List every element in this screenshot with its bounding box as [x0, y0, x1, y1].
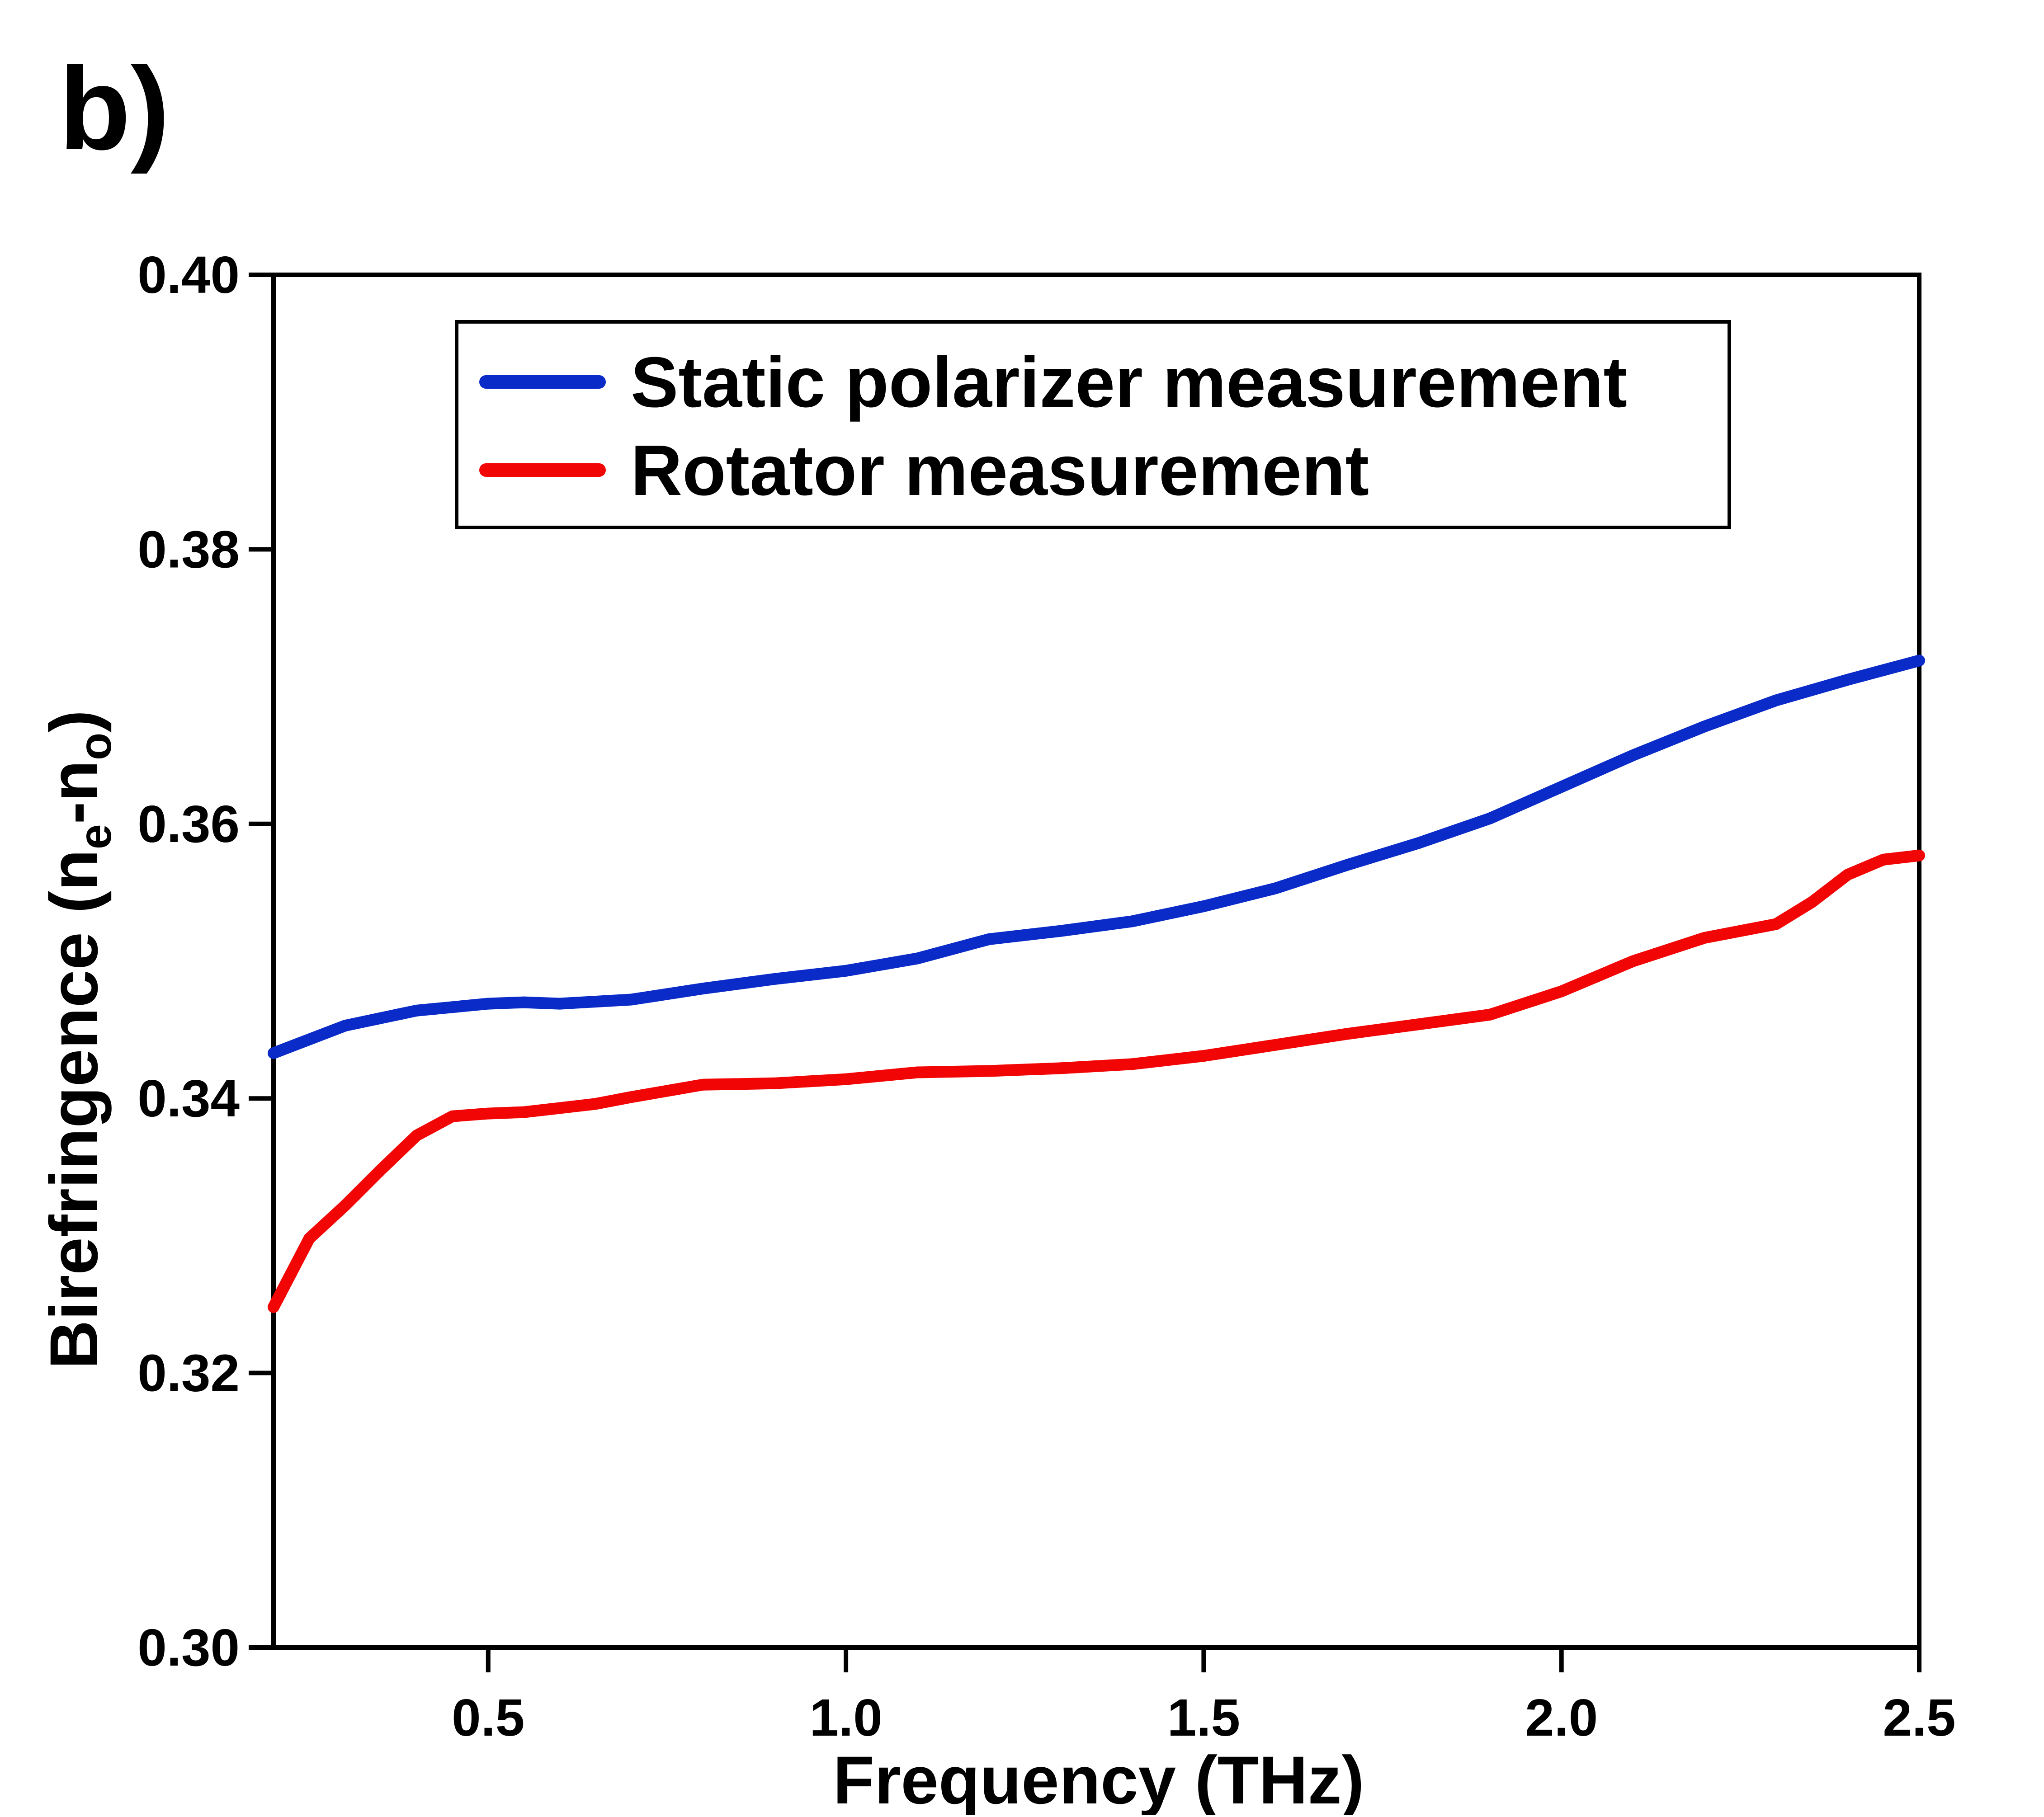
legend: Static polarizer measurement Rotator mea…	[455, 320, 1731, 529]
y-axis-title-sub-e: e	[70, 824, 121, 849]
x-axis-ticks: 0.5 1.0 1.5 2.0 2.5	[452, 1648, 1956, 1747]
x-tick-label: 2.5	[1883, 1688, 1955, 1747]
x-axis-title: Frequency (THz)	[833, 1742, 1364, 1815]
legend-label-rotator: Rotator measurement	[631, 431, 1369, 510]
y-tick-label: 0.38	[137, 520, 240, 579]
legend-box	[455, 320, 1731, 529]
legend-label-static: Static polarizer measurement	[631, 343, 1627, 422]
plot-frame	[271, 273, 1921, 1650]
axes	[271, 273, 1921, 1650]
x-tick-label: 0.5	[452, 1688, 524, 1747]
x-tick-label: 2.0	[1525, 1688, 1598, 1747]
y-tick-label: 0.34	[137, 1069, 240, 1128]
static-polarizer-line	[268, 654, 1925, 1059]
data-series	[268, 654, 1925, 1313]
y-tick-label: 0.32	[137, 1344, 240, 1403]
x-tick-label: 1.5	[1167, 1688, 1240, 1747]
y-axis-title-sub-o: o	[70, 733, 121, 760]
y-tick-label: 0.36	[137, 795, 240, 853]
y-axis-ticks: 0.30 0.32 0.34 0.36 0.38 0.40	[137, 245, 274, 1677]
y-axis-title: Birefringence (ne-no)	[36, 710, 121, 1369]
rotator-line	[268, 849, 1925, 1313]
y-tick-label: 0.30	[137, 1618, 240, 1677]
y-axis-title-main: Birefringence (n	[36, 849, 112, 1369]
y-axis-title-mid: -n	[36, 760, 112, 824]
y-tick-label: 0.40	[137, 245, 240, 304]
panel-label: b)	[59, 43, 170, 175]
y-axis-title-end: )	[36, 710, 112, 733]
x-tick-label: 1.0	[809, 1688, 882, 1747]
